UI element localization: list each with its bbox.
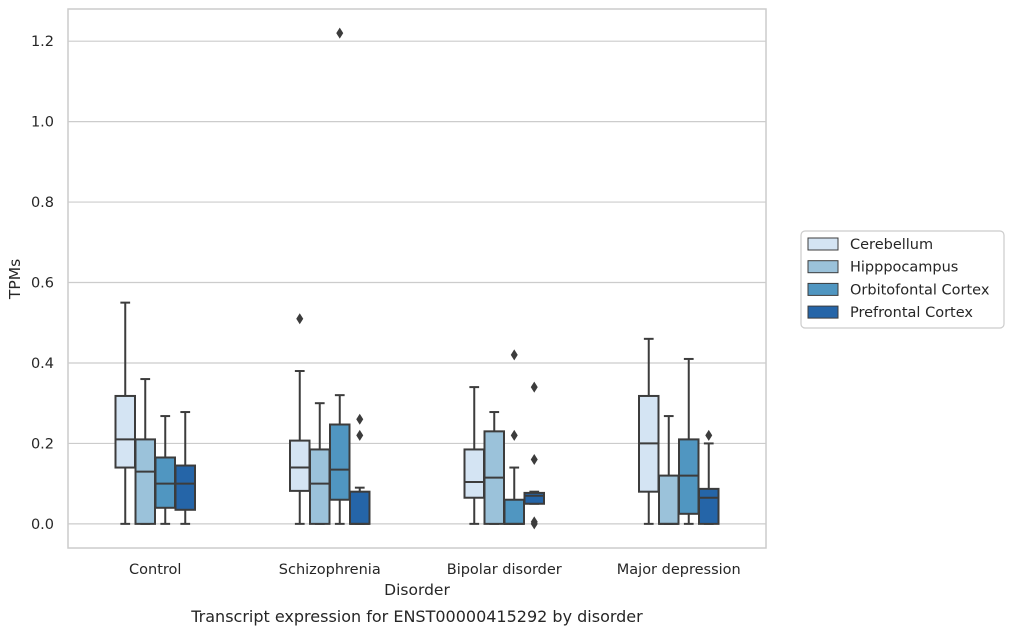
legend-label: Orbitofontal Cortex: [850, 282, 990, 298]
box-iqr: [154, 456, 176, 509]
x-tick-label: Schizophrenia: [279, 562, 381, 578]
box-3-1: [349, 413, 371, 525]
gridlines: [68, 40, 766, 525]
legend-swatch: [807, 305, 839, 319]
box-iqr: [678, 438, 700, 515]
box-iqr: [463, 448, 485, 499]
y-tick-label: 1.2: [31, 34, 54, 50]
box-1-1: [309, 402, 331, 525]
outlier-point: [296, 313, 304, 325]
y-tick-label: 1.0: [31, 115, 54, 131]
outlier-point: [356, 413, 364, 425]
y-tick-label: 0.8: [31, 195, 54, 211]
outlier-point: [510, 349, 518, 361]
outlier-point: [530, 454, 538, 466]
outlier-point: [530, 518, 538, 530]
legend-frame: [800, 230, 1005, 329]
x-tick-label: Bipolar disorder: [447, 562, 562, 578]
box-3-0: [174, 411, 196, 525]
box-1-2: [483, 411, 505, 525]
box-iqr: [329, 423, 351, 501]
legend: Cerebellum Hipppocampus Orbitofontal Corte…: [800, 230, 1005, 329]
box-0-0: [114, 301, 136, 525]
box-iqr: [523, 491, 545, 505]
y-tick-label: 0.6: [31, 276, 54, 292]
x-axis-label: Disorder: [384, 581, 450, 599]
box-0-1: [289, 313, 311, 525]
box-iqr: [174, 464, 196, 511]
x-tick-label: Major depression: [617, 562, 741, 578]
box-groups: [114, 27, 720, 530]
x-tick-labels: Control Schizophrenia Bipolar disorder Majo…: [129, 562, 741, 578]
box-iqr: [114, 394, 136, 469]
box-iqr: [349, 490, 371, 525]
legend-swatch: [807, 282, 839, 296]
y-tick-label: 0.0: [31, 517, 54, 533]
legend-label: Cerebellum: [850, 237, 933, 253]
outlier-point: [356, 429, 364, 441]
box-3-2: [523, 381, 545, 530]
box-0-3: [638, 337, 660, 525]
box-1-3: [658, 415, 680, 525]
box-3-3: [698, 429, 720, 525]
y-tick-label: 0.4: [31, 356, 54, 372]
outlier-point: [705, 429, 713, 441]
box-0-2: [463, 386, 485, 525]
box-iqr: [698, 487, 720, 525]
box-iqr: [289, 439, 311, 492]
box-iqr: [503, 498, 525, 525]
legend-label: Hipppocampus: [850, 260, 958, 276]
plot-frame: [67, 8, 767, 549]
y-tick-label: 0.2: [31, 436, 54, 452]
outlier-point: [530, 381, 538, 393]
legend-swatch: [807, 260, 839, 274]
box-2-2: [503, 349, 525, 525]
outlier-point: [336, 27, 344, 39]
box-2-0: [154, 415, 176, 525]
y-tick-labels: 0.0 0.2 0.4 0.6 0.8 1.0 1.2: [31, 34, 54, 533]
x-tick-label: Control: [129, 562, 181, 578]
box-iqr: [309, 448, 331, 525]
box-2-3: [678, 357, 700, 525]
outlier-point: [510, 429, 518, 441]
legend-swatch: [807, 237, 839, 251]
box-1-0: [134, 378, 156, 525]
chart-caption: Transcript expression for ENST0000041529…: [190, 607, 643, 626]
box-2-1: [329, 27, 351, 525]
legend-label: Prefrontal Cortex: [850, 305, 973, 321]
box-iqr: [658, 474, 680, 525]
box-iqr: [134, 438, 156, 525]
y-axis-label: TPMs: [6, 259, 24, 300]
